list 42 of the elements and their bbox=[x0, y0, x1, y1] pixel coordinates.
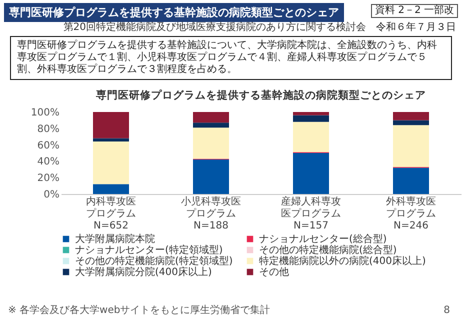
bar bbox=[93, 112, 129, 138]
text: 専門医研修プログラムを提供する基幹施設の病院類型ごとのシェア bbox=[4, 3, 344, 22]
text: 資料 2－2 一部改 bbox=[370, 4, 458, 18]
bar bbox=[393, 112, 429, 120]
bar bbox=[193, 112, 229, 123]
legend-label: その他の特定機能病院(総合型) bbox=[259, 244, 397, 256]
bar bbox=[393, 168, 429, 194]
x-tick-label: 小児科専攻医プログラム N=188 bbox=[181, 196, 241, 232]
text: ※ 各学会及び各大学webサイトをもとに厚生労働省で集計 bbox=[8, 305, 270, 317]
bar bbox=[393, 125, 429, 167]
bar bbox=[293, 122, 329, 152]
bar bbox=[93, 184, 129, 194]
bar bbox=[93, 138, 129, 142]
text: 第20回特定機能病院及び地域医療支援病院のあり方に関する検討会 bbox=[63, 22, 366, 33]
y-tick-label: 0% bbox=[44, 190, 60, 200]
legend-label: 大学附属病院分院(400床以上) bbox=[75, 266, 212, 278]
legend-label: 大学附属病院本院 bbox=[75, 233, 155, 245]
bar bbox=[193, 128, 229, 159]
text: 専門医研修プログラムを提供する基幹施設について、大学病院本院は、全施設数のうち、内科専攻医プログラムで１割、小児科専攻医プログラムで４割、産婦人科専攻医プログラムで５割、外科専攻医プログラムで３割程度を占める。 bbox=[10, 36, 452, 80]
y-tick-label: 40% bbox=[37, 156, 60, 168]
legend-label: その他の特定機能病院(特定領域型) bbox=[75, 255, 233, 267]
legend-label: その他 bbox=[259, 266, 289, 278]
legend-label: 特定機能病院以外の病院(400床以上) bbox=[259, 255, 426, 267]
y-tick-label: 60% bbox=[37, 140, 60, 152]
x-tick-label: 内科専攻医プログラム N=652 bbox=[86, 196, 136, 232]
legend-label: ナショナルセンター(特定領域型) bbox=[75, 244, 223, 256]
text: 8 bbox=[444, 305, 450, 317]
bar bbox=[293, 115, 329, 122]
bar bbox=[193, 122, 229, 128]
x-tick-label: 産婦人科専攻医プログラム N=157 bbox=[281, 196, 341, 232]
legend-label: ナショナルセンター(総合型) bbox=[259, 233, 387, 245]
y-tick-label: 20% bbox=[37, 173, 60, 184]
chart-title: 専門医研修プログラムを提供する基幹施設の病院類型ごとのシェア bbox=[95, 88, 426, 102]
bar bbox=[93, 142, 129, 184]
bar bbox=[193, 160, 229, 194]
bar bbox=[293, 112, 329, 116]
bar bbox=[293, 153, 329, 194]
y-tick-label: 100% bbox=[30, 108, 60, 118]
text: 令和６年７月３日 bbox=[376, 22, 456, 33]
bar bbox=[393, 120, 429, 126]
x-tick-label: 外科専攻医プログラム N=246 bbox=[386, 196, 436, 232]
y-tick-label: 80% bbox=[37, 124, 60, 135]
